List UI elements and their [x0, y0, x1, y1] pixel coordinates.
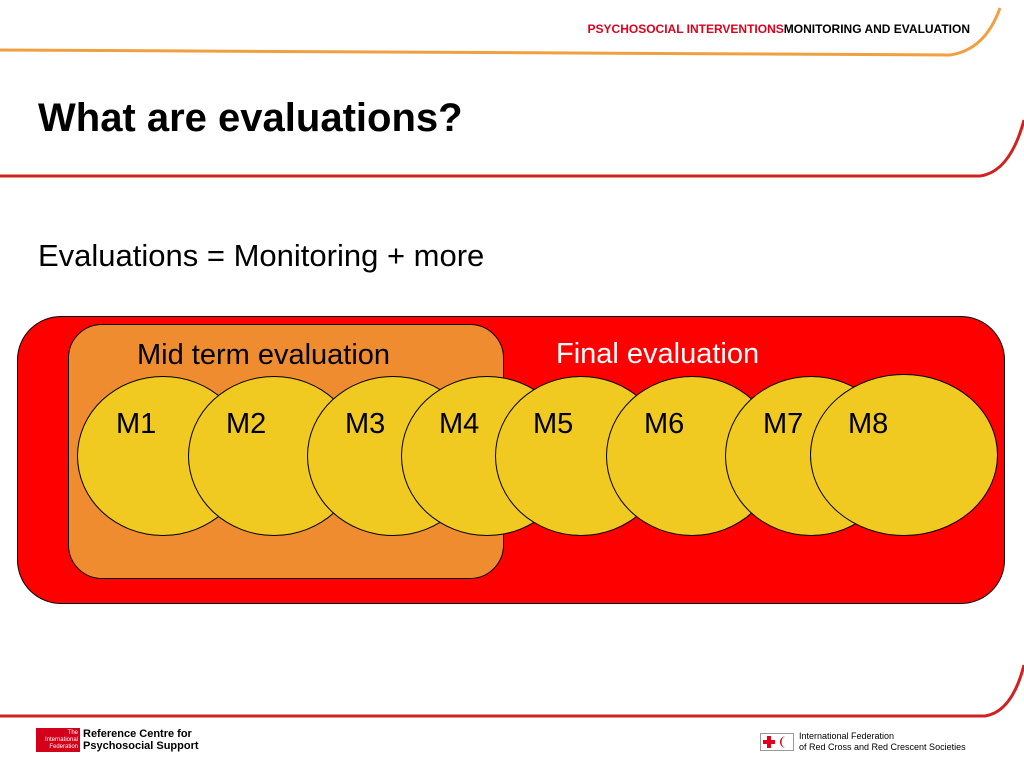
- ifrc-name-text: International Federation of Red Cross an…: [799, 731, 966, 753]
- monitoring-circle-m8: [810, 374, 998, 536]
- ifrc-logo-block: International Federation of Red Cross an…: [760, 731, 966, 753]
- header-section-label: PSYCHOSOCIAL INTERVENTIONSMONITORING AND…: [588, 22, 970, 36]
- reference-centre-text: Reference Centre for Psychosocial Suppor…: [83, 728, 199, 752]
- red-cross-crescent-icon: [760, 733, 794, 751]
- ifrc-line2: of Red Cross and Red Crescent Societies: [799, 742, 966, 752]
- federation-logo-box: The International Federation: [36, 728, 80, 752]
- mid-term-evaluation-label: Mid term evaluation: [137, 339, 391, 371]
- monitoring-label-m2: M2: [226, 408, 267, 440]
- header-part1: PSYCHOSOCIAL INTERVENTIONS: [587, 22, 784, 36]
- monitoring-label-m8: M8: [848, 408, 889, 440]
- reference-centre-logo: The International Federation Reference C…: [36, 728, 199, 752]
- monitoring-label-m1: M1: [116, 408, 157, 440]
- monitoring-label-m4: M4: [439, 408, 480, 440]
- reference-centre-line2: Psychosocial Support: [83, 740, 199, 752]
- monitoring-label-m3: M3: [345, 408, 386, 440]
- monitoring-label-m5: M5: [533, 408, 574, 440]
- final-evaluation-label: Final evaluation: [556, 338, 760, 370]
- reference-centre-line1: Reference Centre for: [83, 728, 192, 740]
- monitoring-label-m6: M6: [644, 408, 685, 440]
- slide-title: What are evaluations?: [38, 96, 463, 140]
- ifrc-line1: International Federation: [799, 731, 895, 741]
- header-part2: MONITORING AND EVALUATION: [783, 22, 970, 36]
- monitoring-label-m7: M7: [763, 408, 804, 440]
- slide-subtitle: Evaluations = Monitoring + more: [38, 238, 485, 273]
